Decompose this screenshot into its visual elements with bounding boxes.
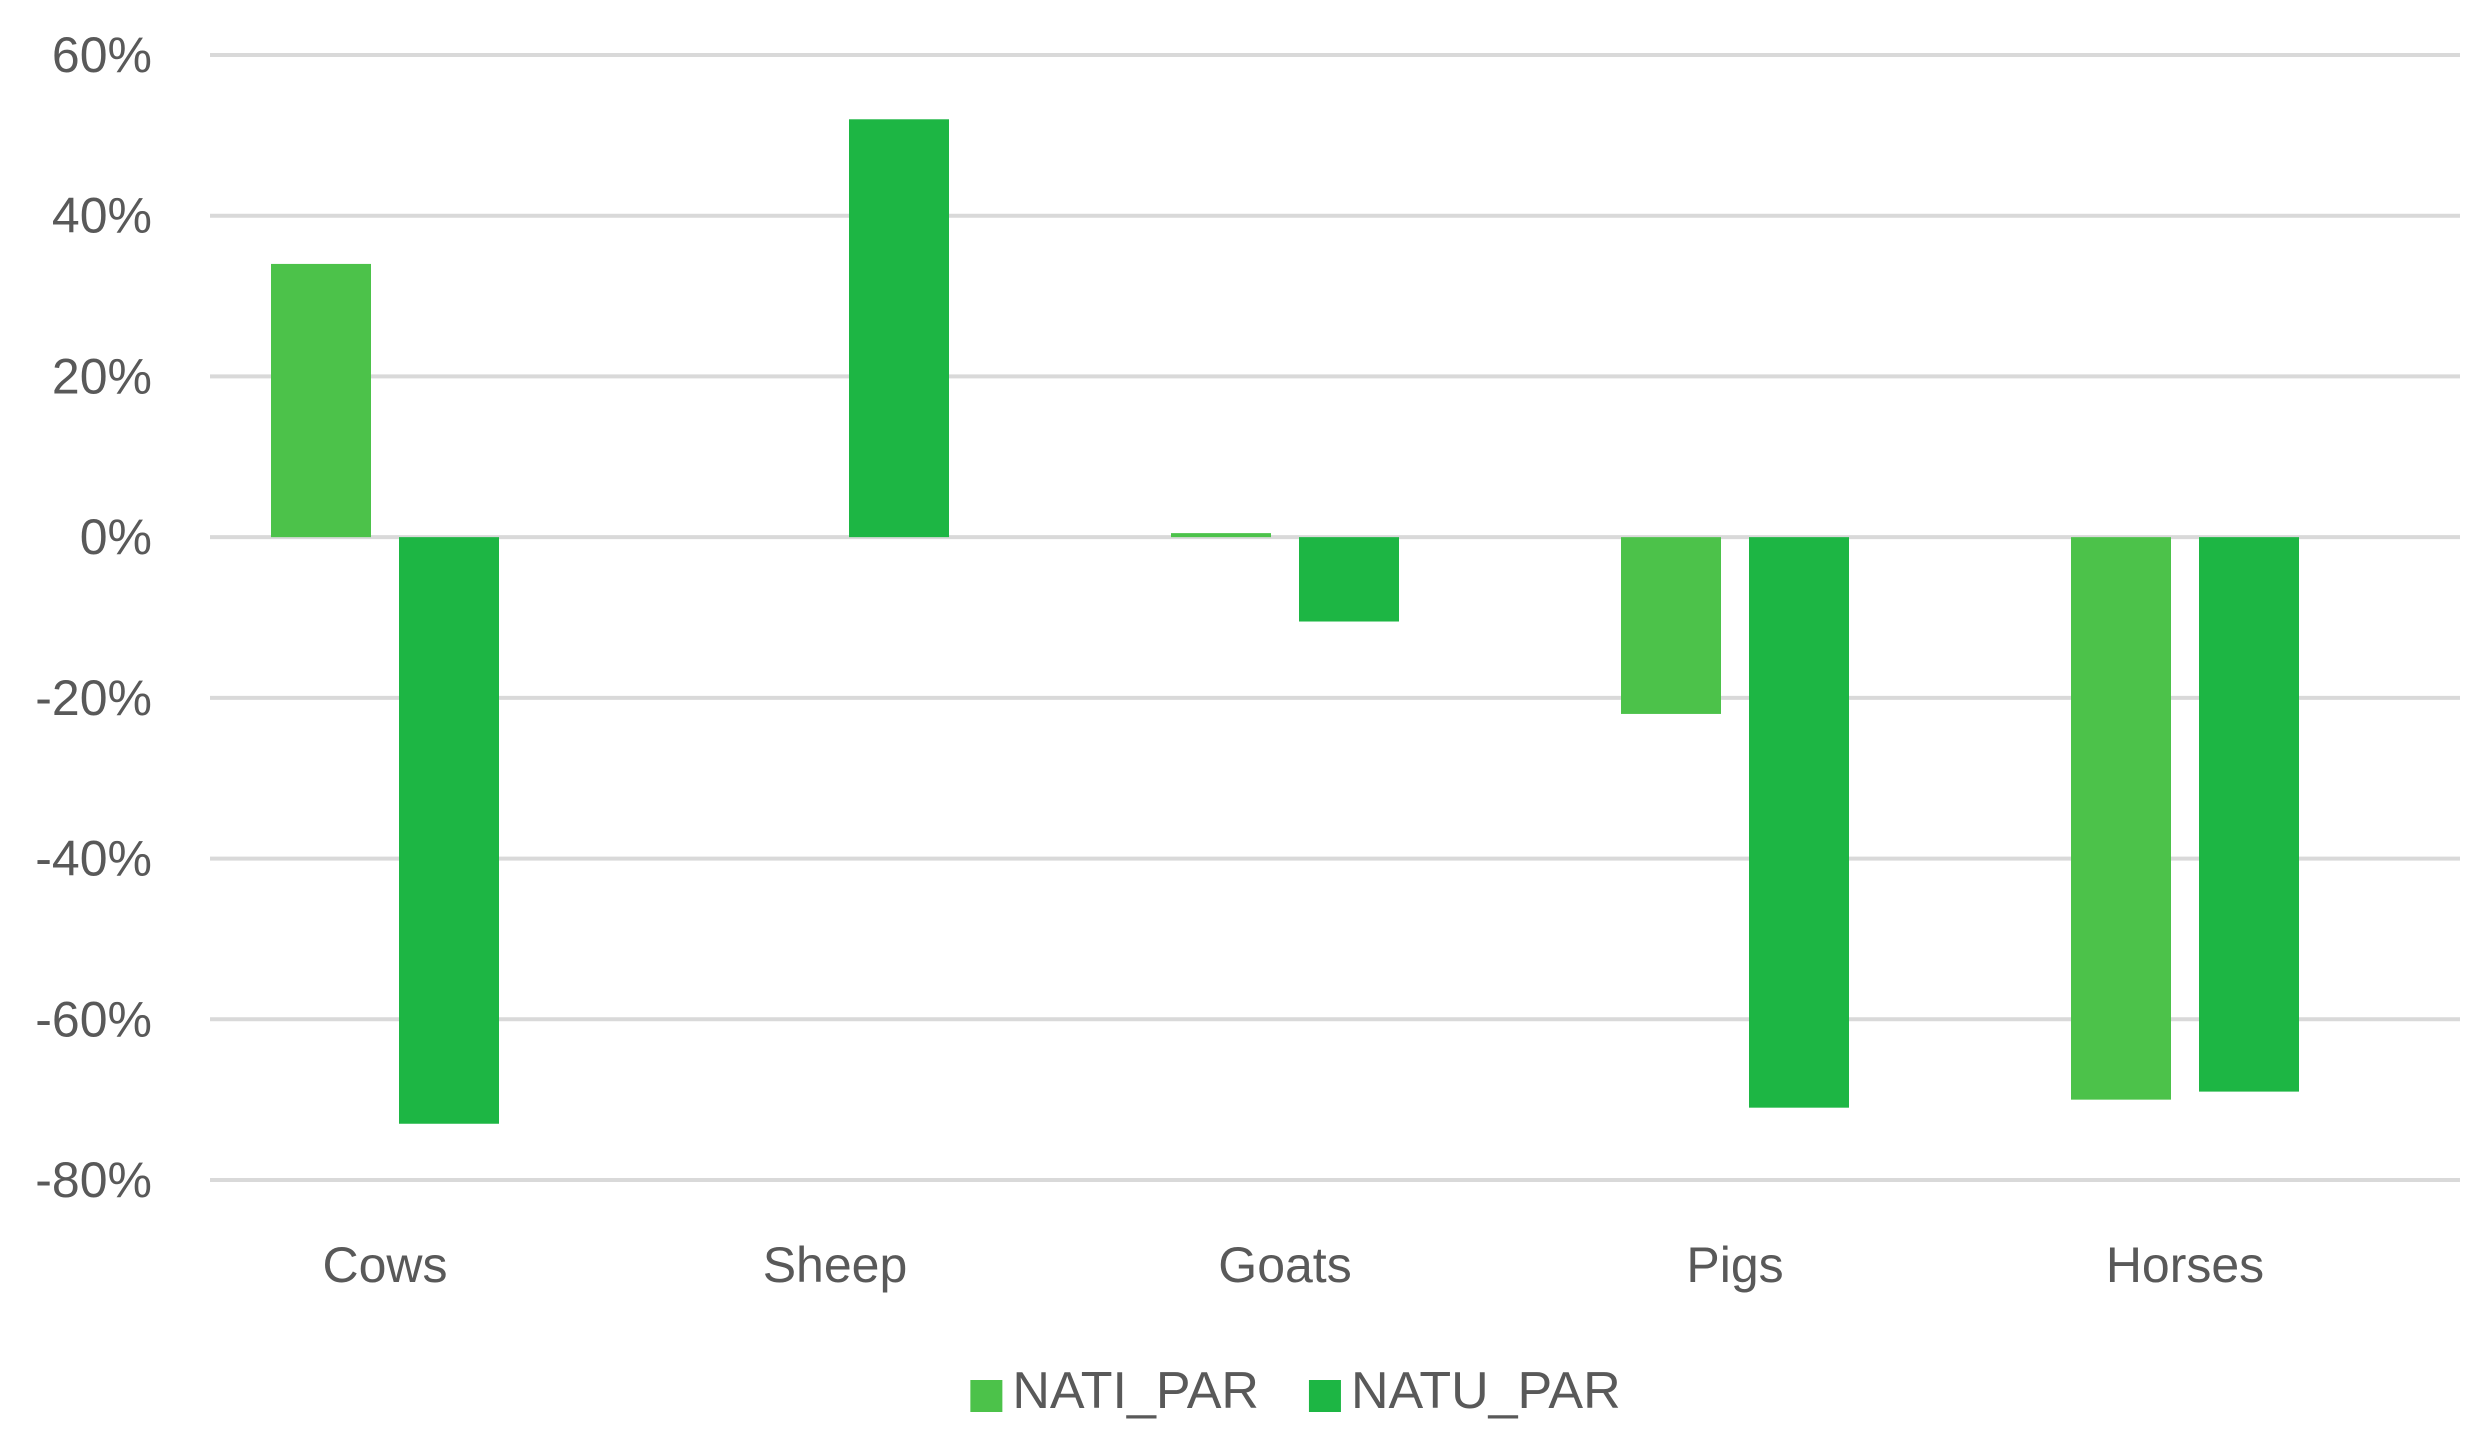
bars (271, 119, 2299, 1124)
legend: NATI_PAR NATU_PAR (970, 1362, 1621, 1420)
bar-nati-par-cows (271, 263, 371, 538)
x-tick-label: Horses (2106, 1237, 2264, 1293)
y-tick-label: 0% (80, 509, 152, 565)
legend-label: NATI_PAR (1012, 1362, 1259, 1420)
legend-swatch (970, 1380, 1003, 1412)
bar-natu-par-horses (2199, 537, 2299, 1092)
bar-natu-par-sheep (849, 119, 949, 538)
bar-natu-par-pigs (1749, 537, 1849, 1108)
x-tick-label: Cows (322, 1237, 447, 1293)
y-tick-label: -80% (35, 1152, 152, 1208)
legend-entry-natu-par: NATU_PAR (1308, 1362, 1621, 1420)
x-tick-label: Goats (1218, 1237, 1351, 1293)
gridlines (210, 53, 2460, 1182)
y-axis-tick-labels: 60% 40% 20% 0% -20% -40% -60% -80% (35, 27, 152, 1208)
y-tick-label: 20% (52, 348, 152, 404)
y-tick-label: 60% (52, 27, 152, 83)
y-tick-label: 40% (52, 188, 152, 244)
bar-nati-par-horses (2071, 537, 2171, 1100)
legend-label: NATU_PAR (1351, 1362, 1621, 1420)
legend-swatch (1308, 1380, 1341, 1412)
y-tick-label: -20% (35, 670, 152, 726)
y-tick-label: -60% (35, 991, 152, 1047)
x-tick-label: Pigs (1686, 1237, 1783, 1293)
x-tick-label: Sheep (763, 1237, 908, 1293)
y-tick-label: -40% (35, 831, 152, 887)
bar-natu-par-cows (399, 537, 499, 1124)
legend-entry-nati-par: NATI_PAR (970, 1362, 1259, 1420)
bar-nati-par-goats (1171, 533, 1271, 538)
x-axis-tick-labels: Cows Sheep Goats Pigs Horses (322, 1237, 2264, 1293)
bar-nati-par-pigs (1621, 537, 1721, 714)
bar-natu-par-goats (1299, 537, 1399, 622)
